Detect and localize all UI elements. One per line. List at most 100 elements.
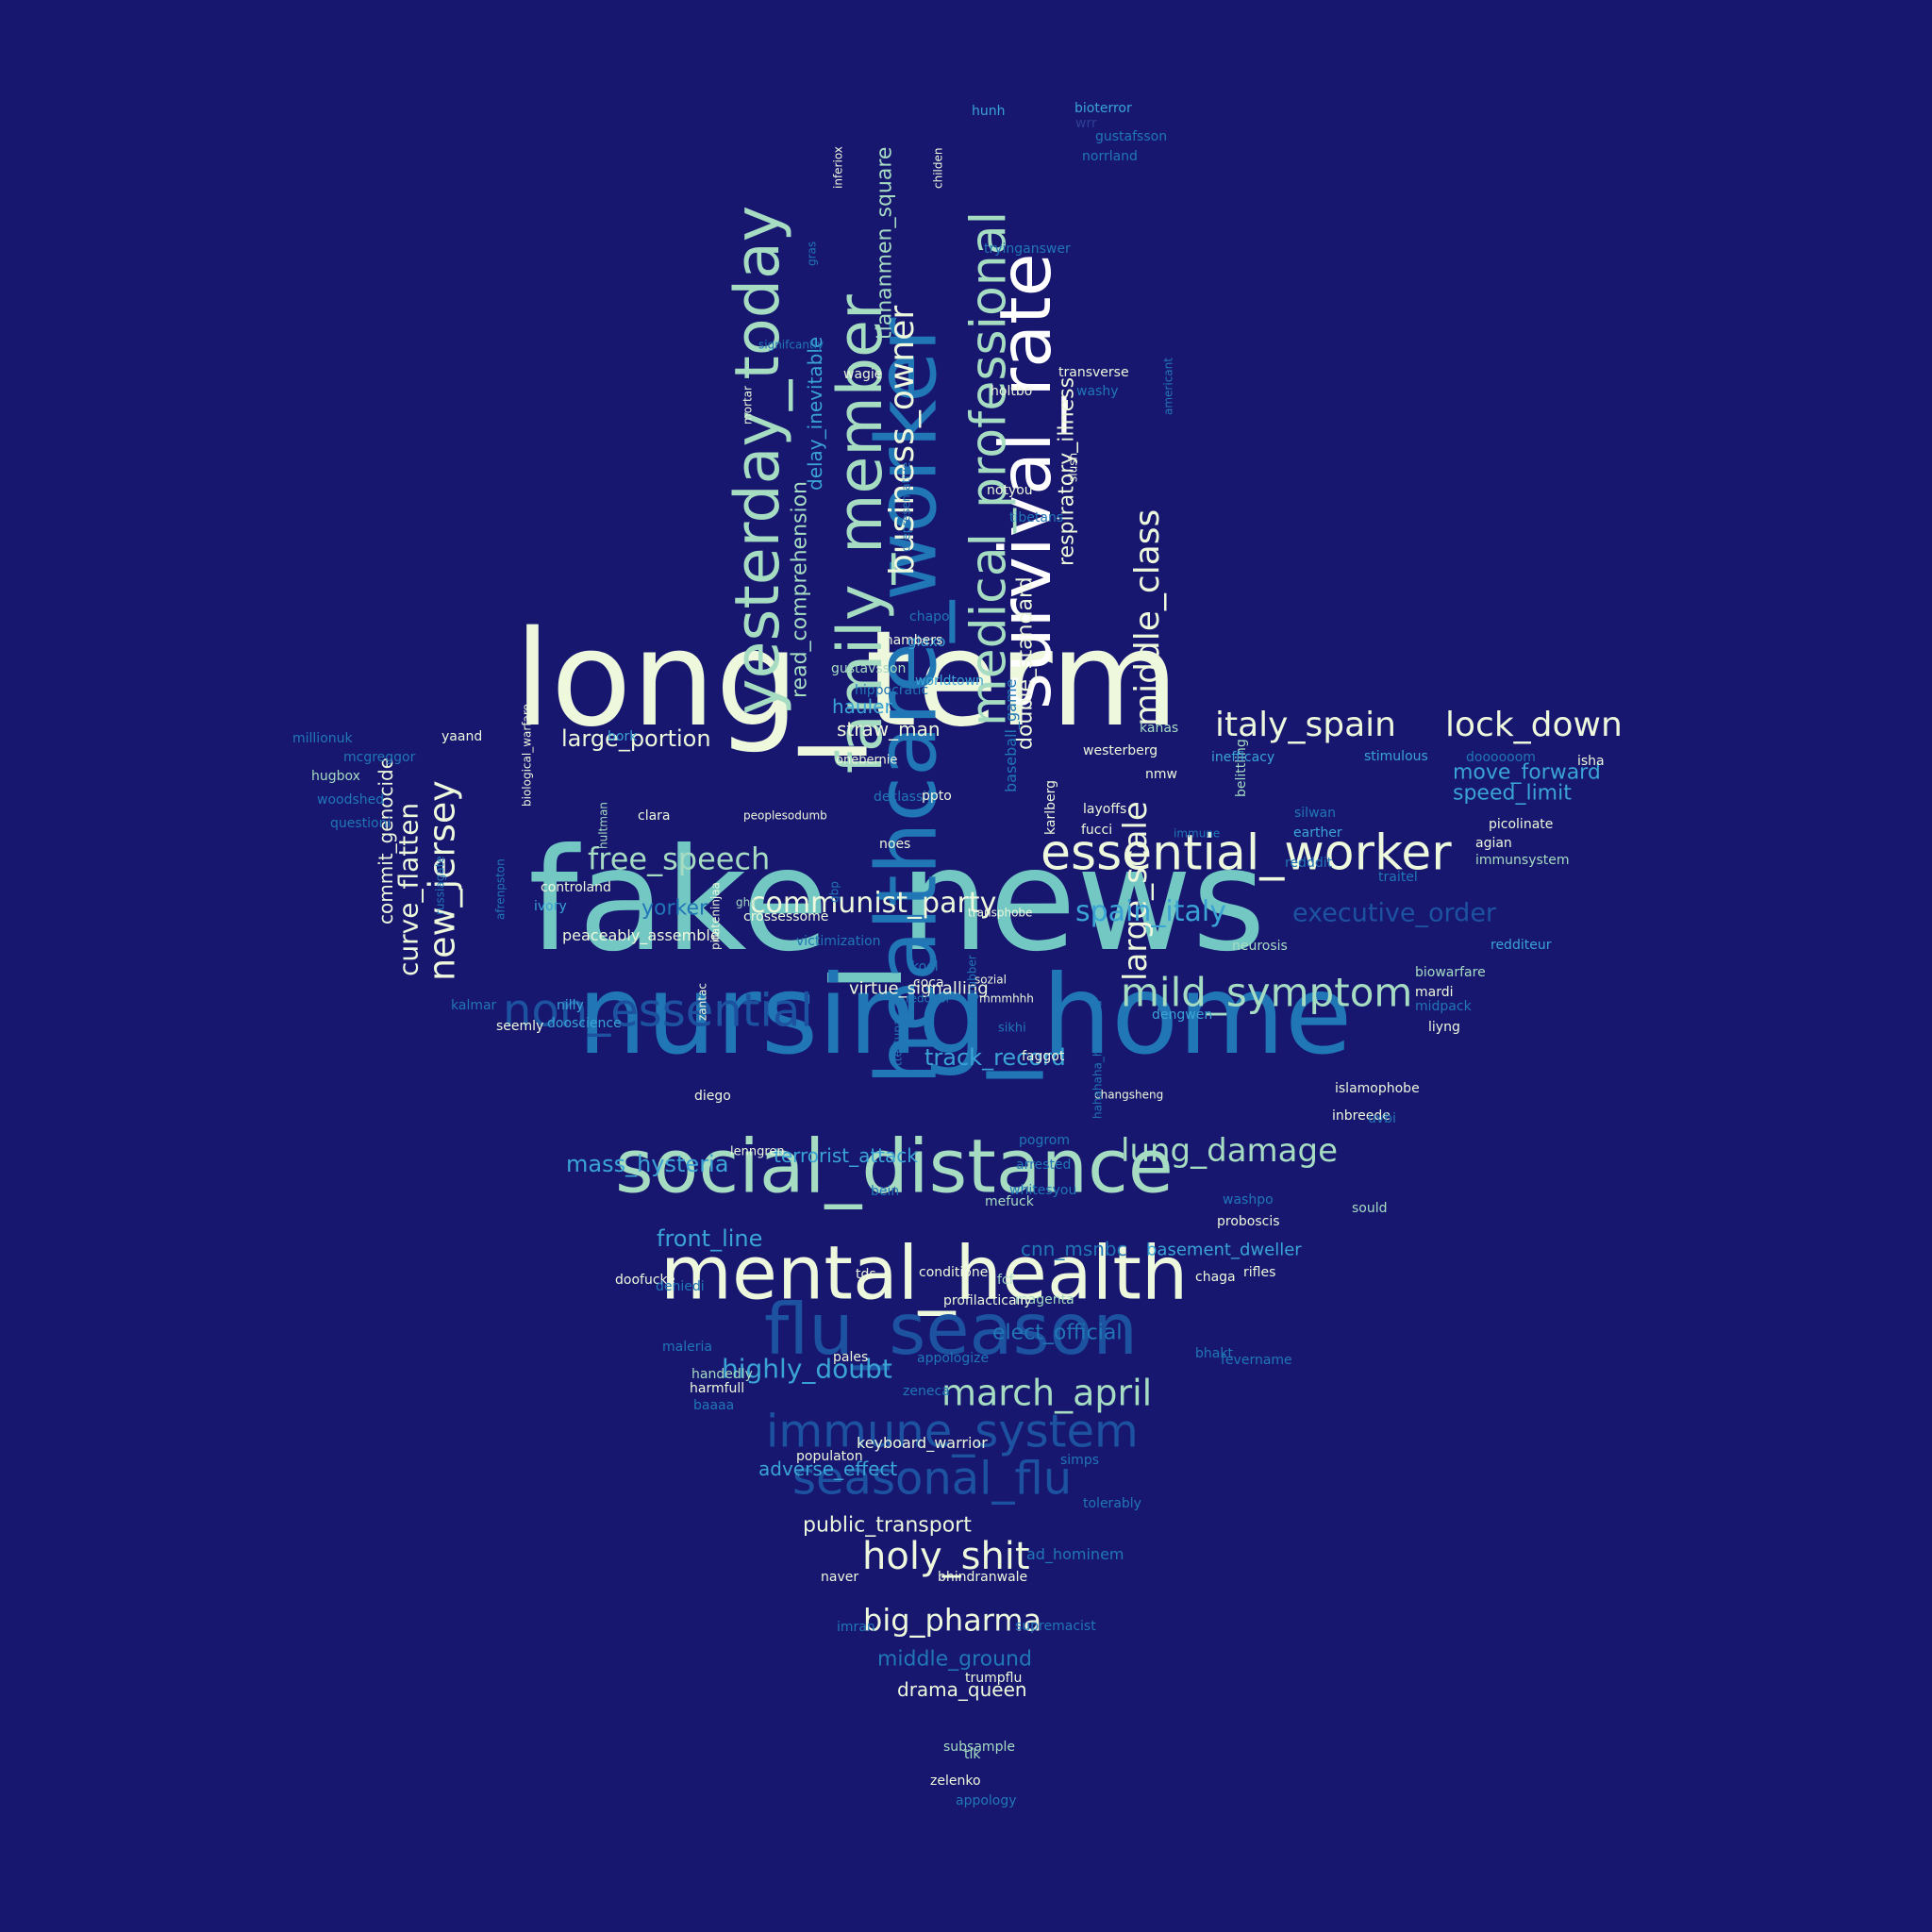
word-wagie: wagie (843, 366, 883, 382)
word-read-comprehension: read_comprehension (788, 481, 812, 698)
word-traitel: traitel (1378, 869, 1418, 885)
word-gustafsson: gustafsson (1095, 128, 1168, 144)
word-tik: tik (964, 1746, 981, 1762)
word-communist-party: communist_party (750, 887, 997, 920)
word-declassify: declassify (874, 789, 940, 805)
word-biowarfare: biowarfare (1415, 964, 1486, 980)
word-layoffs: layoffs (1083, 801, 1127, 817)
word-controland: controland (541, 879, 611, 895)
word-seemly: seemly (496, 1018, 544, 1034)
word-liyng: liyng (1428, 1019, 1460, 1035)
word-lung-damage: lung_damage (1121, 1131, 1338, 1170)
word-washy: washy (1076, 383, 1119, 399)
word-medical-professional: medical_professional (960, 210, 1018, 726)
word-simps: simps (1060, 1452, 1100, 1468)
word-isha: isha (1577, 753, 1605, 769)
word-gustavsson: gustavsson (831, 660, 907, 676)
word-immune-system: immune_system (766, 1405, 1139, 1458)
word-worldtown: worldtown (915, 673, 984, 689)
word-questioni: questioni (330, 815, 391, 831)
word-free-speech: free_speech (588, 841, 771, 877)
word-bork: bork (608, 728, 638, 744)
word-inferiox: inferiox (831, 146, 845, 189)
word-notyou: notyou (987, 482, 1033, 498)
word-stimulous: stimulous (1364, 748, 1428, 764)
word-holtbo: holtbo (991, 383, 1033, 399)
word-sould: sould (1352, 1200, 1388, 1216)
word-large-portion: large_portion (561, 724, 711, 752)
word-non-essential: non_essential (503, 984, 813, 1038)
word-curve-flatten: curve_flatten (392, 802, 425, 976)
word-westerberg: westerberg (1083, 742, 1158, 758)
word-lenngren: lenngren (730, 1144, 785, 1159)
word-march-april: march_april (941, 1372, 1153, 1414)
word-bein: bein (871, 1183, 900, 1199)
word-imran: imran (837, 1619, 875, 1635)
word-redditor: redditor (906, 991, 951, 1006)
word-lock-down: lock_down (1445, 706, 1623, 745)
word-wrr: wrr (1075, 115, 1097, 131)
word-tolerably: tolerably (1083, 1495, 1141, 1511)
word-hultman: hultman (596, 802, 610, 849)
word-fevername: fevername (1221, 1352, 1292, 1368)
word-mefuck: mefuck (985, 1193, 1034, 1209)
word-rifles: rifles (1243, 1264, 1276, 1280)
word-maleria: maleria (662, 1339, 712, 1355)
word-picolinate: picolinate (1489, 816, 1554, 832)
word-belittling: belittling (1233, 739, 1249, 797)
word-highly-doubt: highly_doubt (722, 1353, 892, 1385)
word-childen: childen (931, 147, 945, 189)
word-chambers: chambers (877, 632, 943, 648)
word-peaceably-assemble: peaceably_assemble (562, 926, 720, 945)
word-ttestupa: ttestupa (891, 1018, 905, 1066)
word-nilly: nilly (557, 997, 584, 1013)
word-pales: pales (833, 1349, 869, 1365)
word-faggot: faggot (1022, 1048, 1065, 1064)
word-kool: kool (911, 958, 939, 974)
word-kalmar: kalmar (451, 997, 497, 1013)
word-tryinganswer: tryinganswer (984, 241, 1071, 257)
word-americant: americant (1161, 358, 1175, 415)
word-handedly: handedly (691, 1366, 753, 1382)
word-pirateninjaa: pirateninjaa (708, 882, 723, 950)
word-karlberg: karlberg (1042, 780, 1058, 835)
word-speed-limit: speed_limit (1453, 781, 1572, 806)
word-arrested: arrested (1016, 1157, 1072, 1173)
word-bhakt: bhakt (1195, 1345, 1233, 1361)
word-coca: coca (913, 974, 944, 991)
word-big-pharma: big_pharma (863, 1602, 1042, 1639)
word-doooooom: doooooom (1466, 749, 1536, 765)
word-long-term: long_term (514, 603, 1179, 757)
word-crossessome: crossessome (743, 908, 829, 924)
word-silwan: silwan (1294, 805, 1336, 821)
word-whitesyou: whitesyou (1009, 1182, 1077, 1198)
word-victimization: victimization (796, 933, 881, 949)
word-social-distance: social_distance (615, 1124, 1174, 1210)
word-onebernie: onebernie (836, 753, 898, 768)
word-nursing-home: nursing_home (577, 952, 1353, 1080)
word-ppto: ppto (922, 788, 952, 804)
word-immunsystem: immunsystem (1475, 852, 1570, 868)
word-adverse-effect: adverse_effect (758, 1457, 898, 1480)
word-hauler: hauler (832, 695, 892, 718)
word-spain-italy: spain_italy (1075, 895, 1226, 928)
word-glaxo: glaxo (908, 633, 946, 650)
word-neurosis: neurosis (1232, 938, 1288, 954)
word-redddit: redddit (1285, 855, 1333, 871)
word-fucci: fucci (1081, 822, 1113, 838)
word-russiagate: russiagate (433, 856, 447, 915)
word-islamophobe: islamophobe (1335, 1080, 1420, 1096)
word-peoplesodumb: peoplesodumb (743, 808, 827, 823)
word-baaaa: baaaa (693, 1397, 735, 1413)
word-transphobe: transphobe (968, 906, 1033, 920)
word-diego: diego (694, 1088, 731, 1104)
word-chaga: chaga (1195, 1269, 1236, 1285)
word-appology: appology (956, 1792, 1017, 1808)
word-seasonal-flu: seasonal_flu (792, 1452, 1073, 1506)
word-front-line: front_line (657, 1224, 763, 1252)
word-yorker: yorker (641, 896, 708, 921)
word-mass-hysteria: mass_hysteria (566, 1150, 729, 1177)
word-changsheng: changsheng (1094, 1088, 1164, 1102)
word-basement-dweller: basement_dweller (1146, 1240, 1302, 1260)
